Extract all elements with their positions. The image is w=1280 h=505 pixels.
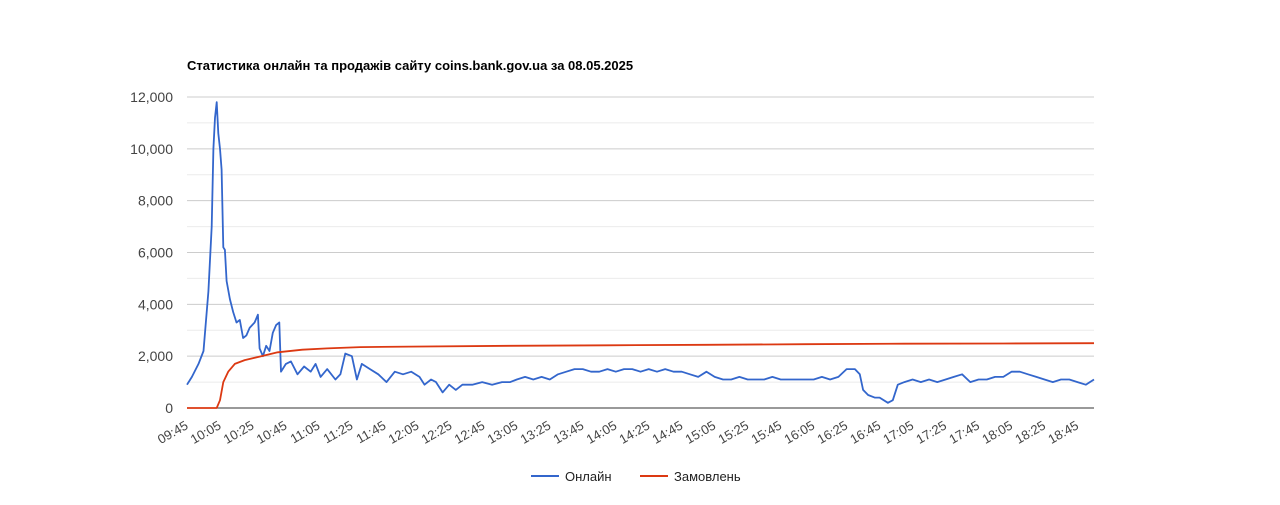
x-tick-label: 16:25 xyxy=(814,418,850,447)
x-tick-label: 16:05 xyxy=(781,418,817,447)
x-tick-label: 09:45 xyxy=(155,418,191,447)
y-tick-label: 8,000 xyxy=(138,193,173,209)
x-tick-label: 15:05 xyxy=(683,418,719,447)
x-tick-label: 13:45 xyxy=(551,418,587,447)
x-tick-label: 12:45 xyxy=(452,418,488,447)
legend-item-online[interactable]: Онлайн xyxy=(531,469,612,484)
y-tick-label: 0 xyxy=(165,400,173,416)
x-tick-label: 18:45 xyxy=(1045,418,1081,447)
x-tick-label: 11:05 xyxy=(288,418,323,447)
legend-item-orders[interactable]: Замовлень xyxy=(640,469,741,484)
legend[interactable]: Онлайн Замовлень xyxy=(531,469,741,484)
x-tick-label: 11:45 xyxy=(354,418,389,447)
x-tick-label: 12:25 xyxy=(419,418,455,447)
y-tick-label: 12,000 xyxy=(130,89,173,105)
y-tick-label: 10,000 xyxy=(130,141,173,157)
x-tick-label: 10:05 xyxy=(188,418,224,447)
x-tick-label: 17:45 xyxy=(946,418,982,447)
x-tick-label: 18:05 xyxy=(979,418,1015,447)
x-tick-label: 13:05 xyxy=(485,418,521,447)
gridlines xyxy=(187,96,1094,409)
x-tick-label: 17:05 xyxy=(880,418,916,447)
legend-label: Онлайн xyxy=(565,469,612,484)
x-tick-label: 13:25 xyxy=(518,418,554,447)
series-layer xyxy=(186,101,1095,409)
x-tick-label: 17:25 xyxy=(913,418,949,447)
y-tick-label: 4,000 xyxy=(138,296,173,312)
x-tick-label: 10:25 xyxy=(221,418,257,447)
x-axis: 09:4510:0510:2510:4511:0511:2511:4512:05… xyxy=(155,418,1081,447)
y-tick-label: 2,000 xyxy=(138,348,173,364)
x-tick-label: 14:45 xyxy=(650,418,686,447)
x-tick-label: 15:25 xyxy=(716,418,752,447)
x-tick-label: 16:45 xyxy=(847,418,883,447)
x-tick-label: 14:05 xyxy=(584,418,620,447)
legend-label: Замовлень xyxy=(674,469,741,484)
x-tick-label: 18:25 xyxy=(1012,418,1048,447)
x-tick-label: 11:25 xyxy=(321,418,356,447)
y-tick-label: 6,000 xyxy=(138,245,173,261)
chart-title: Статистика онлайн та продажів сайту coin… xyxy=(187,58,633,73)
series-line-orders xyxy=(187,342,1095,409)
y-axis: 0 2,000 4,000 6,000 8,000 10,000 12,000 xyxy=(130,89,173,416)
series-line-online xyxy=(186,101,1095,404)
x-tick-label: 14:25 xyxy=(617,418,653,447)
x-tick-label: 10:45 xyxy=(254,418,290,447)
x-tick-label: 15:45 xyxy=(748,418,784,447)
x-tick-label: 12:05 xyxy=(386,418,422,447)
